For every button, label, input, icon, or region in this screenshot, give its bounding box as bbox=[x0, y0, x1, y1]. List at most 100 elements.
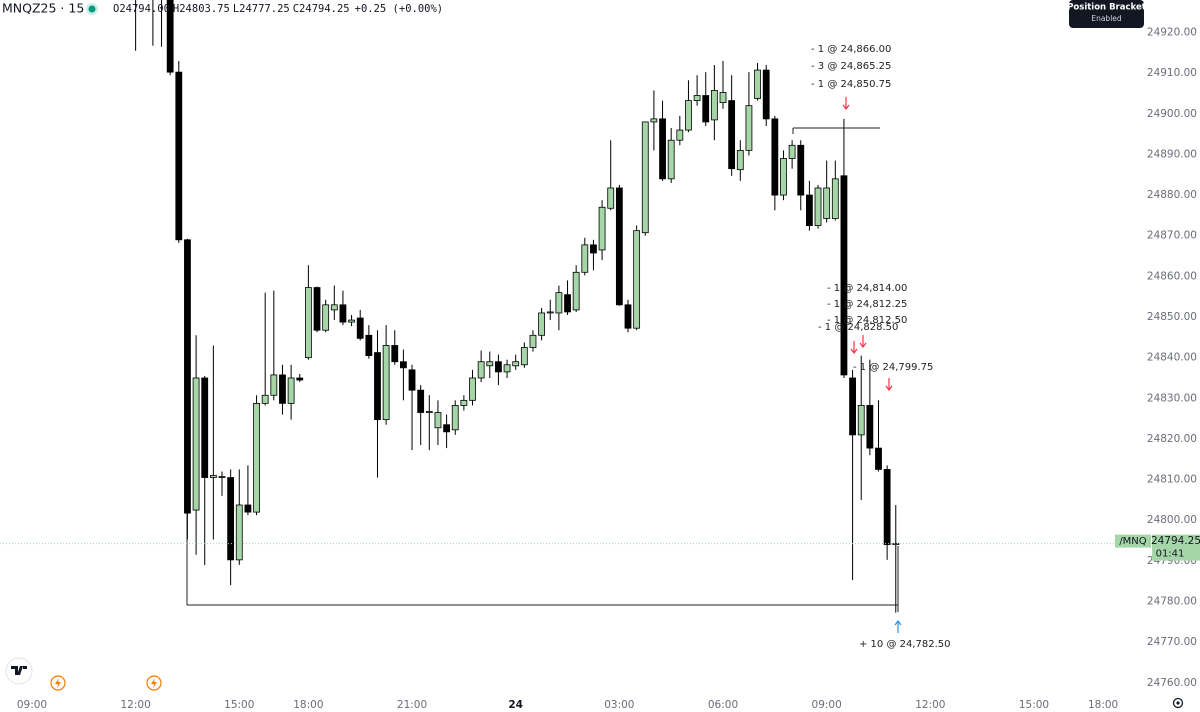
x-tick-label: 15:00 bbox=[1019, 699, 1049, 711]
fill-label: - 1 @ 24,850.75 bbox=[811, 79, 891, 90]
fill-label: - 1 @ 24,812.25 bbox=[827, 299, 907, 310]
candle bbox=[788, 140, 796, 169]
candle-body bbox=[866, 405, 874, 449]
candle-body bbox=[391, 345, 399, 363]
candle bbox=[400, 349, 407, 401]
ohlc-key: C bbox=[293, 3, 299, 15]
candle bbox=[633, 225, 641, 331]
candle-body bbox=[572, 271, 580, 311]
candle-body bbox=[754, 69, 761, 99]
candle-body bbox=[771, 118, 779, 196]
candle bbox=[719, 60, 727, 109]
x-tick-label: 18:00 bbox=[1088, 699, 1118, 711]
candle-body bbox=[745, 105, 753, 151]
tv-logo[interactable] bbox=[5, 657, 33, 685]
sell-arrow bbox=[885, 378, 893, 391]
x-tick-label: 09:00 bbox=[17, 699, 47, 711]
candle bbox=[356, 309, 364, 341]
candle bbox=[408, 364, 416, 451]
price-axis: 24920.00 24910.00 24900.00 24890.00 24880.00… bbox=[1147, 27, 1197, 689]
candle bbox=[728, 75, 736, 176]
candle bbox=[805, 180, 813, 231]
candle-body bbox=[330, 304, 338, 311]
candle bbox=[365, 325, 373, 359]
x-tick-label: 21:00 bbox=[397, 699, 427, 711]
candle-body bbox=[356, 317, 364, 339]
candle-body bbox=[805, 194, 813, 226]
candle-body bbox=[762, 69, 770, 120]
symbol-label: /MNQ bbox=[1119, 536, 1146, 547]
candle bbox=[443, 414, 450, 449]
fill-label: - 1 @ 24,828.50 bbox=[818, 322, 898, 333]
candle-body bbox=[495, 361, 502, 373]
candle bbox=[797, 140, 805, 211]
candle-body bbox=[201, 377, 209, 478]
badge-status: Enabled bbox=[1091, 14, 1122, 23]
candle bbox=[875, 400, 882, 472]
candle bbox=[641, 121, 649, 236]
candle-body bbox=[512, 361, 520, 367]
candle-body bbox=[710, 90, 718, 121]
candle bbox=[607, 140, 615, 211]
candle-body bbox=[443, 424, 450, 433]
candle bbox=[546, 299, 554, 321]
candle bbox=[192, 335, 200, 555]
candle-body bbox=[831, 178, 839, 219]
y-tick-label: 24830.00 bbox=[1147, 392, 1197, 404]
candle-body bbox=[875, 447, 882, 470]
event-icon[interactable] bbox=[146, 675, 162, 691]
candle-body bbox=[736, 149, 744, 171]
candle bbox=[512, 354, 520, 370]
candle bbox=[166, 0, 174, 76]
y-tick-label: 24770.00 bbox=[1147, 636, 1197, 648]
candle-body bbox=[607, 187, 615, 209]
candle bbox=[451, 400, 459, 435]
candle bbox=[693, 75, 701, 106]
x-tick-label: 03:00 bbox=[604, 699, 634, 711]
candle-body bbox=[287, 377, 295, 404]
candle-body bbox=[227, 477, 235, 561]
bracket-badge[interactable] bbox=[1069, 0, 1144, 28]
candle-body bbox=[797, 144, 805, 196]
candle bbox=[175, 60, 183, 243]
candle bbox=[572, 265, 580, 312]
candle-body bbox=[253, 402, 260, 513]
candle-body bbox=[209, 475, 217, 478]
candle bbox=[667, 128, 675, 183]
candle bbox=[184, 238, 191, 540]
status-dot bbox=[88, 5, 96, 13]
candle bbox=[564, 280, 571, 315]
candle bbox=[883, 465, 891, 560]
candle-body bbox=[590, 244, 597, 254]
candle bbox=[348, 314, 355, 327]
candle bbox=[270, 290, 278, 401]
y-tick-label: 24850.00 bbox=[1147, 311, 1197, 323]
candle bbox=[615, 184, 623, 306]
candle-body bbox=[166, 0, 174, 73]
candle bbox=[650, 90, 658, 151]
candle-body bbox=[400, 361, 407, 369]
candle bbox=[477, 350, 485, 383]
sell-arrows bbox=[842, 97, 893, 391]
candle bbox=[244, 465, 252, 516]
candle bbox=[235, 469, 243, 565]
candle-body bbox=[365, 334, 373, 357]
ohlc-header: O 24794.00 H 24803.75 L 24777.25 C 24794.25 bbox=[113, 3, 350, 15]
candle bbox=[736, 140, 744, 181]
fill-label: - 1 @ 24,814.00 bbox=[827, 283, 907, 294]
candle-body bbox=[849, 377, 856, 436]
settings-icon[interactable] bbox=[1172, 697, 1184, 709]
candle-body bbox=[279, 374, 286, 404]
candle-body bbox=[184, 239, 191, 514]
candle-body bbox=[840, 175, 848, 376]
candle-body bbox=[615, 187, 623, 306]
badge-title: Position Bracket bbox=[1067, 3, 1146, 13]
event-icon[interactable] bbox=[50, 675, 66, 691]
candle bbox=[676, 115, 684, 146]
candle-body bbox=[374, 352, 381, 421]
candle bbox=[849, 369, 856, 581]
candle bbox=[598, 200, 606, 261]
y-tick-label: 24870.00 bbox=[1147, 230, 1197, 242]
